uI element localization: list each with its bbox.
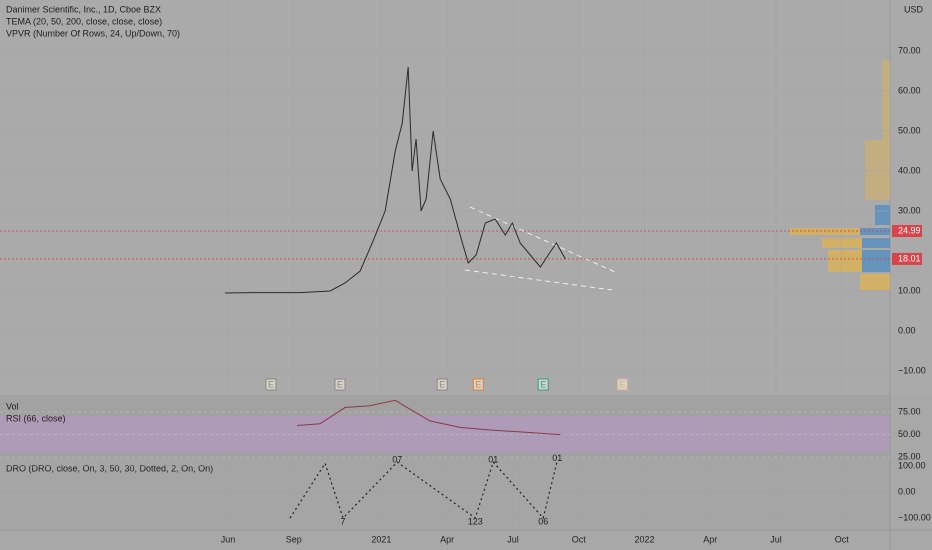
y-tick-label: −10.00 (898, 365, 926, 375)
volume-profile (790, 60, 890, 290)
x-tick-label: Oct (572, 534, 587, 544)
series-line (296, 399, 561, 436)
x-tick-label: Jun (221, 534, 236, 544)
point-label: 07 (392, 454, 402, 464)
series-line (224, 66, 566, 294)
y-tick-label: 0.00 (898, 486, 916, 496)
chart-title: Danimer Scientific, Inc., 1D, Cboe BZX (6, 4, 161, 14)
y-tick-label: 70.00 (898, 45, 921, 55)
x-tick-label: Sep (286, 534, 302, 544)
earnings-label: E (337, 379, 343, 389)
currency: USD (904, 4, 924, 14)
earnings-label: E (540, 379, 546, 389)
x-tick-label: Jul (770, 534, 782, 544)
earnings-marker (472, 378, 484, 391)
volume-label: Vol (6, 401, 19, 411)
y-tick-label: −100.00 (898, 512, 931, 522)
x-tick-label: 2022 (634, 534, 654, 544)
y-tick-label: 75.00 (898, 406, 921, 416)
y-tick-label: 100.00 (898, 460, 926, 470)
price-pane (0, 0, 932, 395)
y-tick-label: 50.00 (898, 429, 921, 439)
trendline (464, 269, 613, 291)
point-label: 7 (341, 516, 346, 526)
earnings-marker (436, 378, 448, 391)
y-tick-label: 50.00 (898, 125, 921, 135)
dro-title: DRO (DRO, close, On, 3, 50, 30, Dotted, … (6, 463, 213, 473)
point-label: 123 (468, 516, 483, 526)
earnings-label: E (439, 379, 445, 389)
earnings-marker (334, 378, 346, 391)
x-tick-label: Apr (703, 534, 717, 544)
y-tick-label: 30.00 (898, 205, 921, 215)
price-tag (892, 225, 922, 238)
point-label: 01 (488, 454, 498, 464)
earnings-label: E (619, 379, 625, 389)
point-label: 06 (538, 516, 548, 526)
indicator-label: VPVR (Number Of Rows, 24, Up/Down, 70) (6, 28, 180, 38)
point-label: 01 (552, 453, 562, 463)
y-tick-label: 40.00 (898, 165, 921, 175)
indicator-label: TEMA (20, 50, 200, close, close, close) (6, 16, 162, 26)
rsi-title: RSI (66, close) (6, 413, 66, 423)
price-tag-label: 24.99 (898, 225, 921, 235)
x-tick-label: Oct (835, 534, 850, 544)
earnings-marker (537, 378, 549, 391)
y-tick-label: 0.00 (898, 325, 916, 335)
earnings-label: E (268, 379, 274, 389)
price-tag-label: 18.01 (898, 253, 921, 263)
earnings-marker (616, 378, 628, 391)
y-tick-label: 25.00 (898, 451, 921, 461)
rsi-band (0, 416, 890, 452)
x-tick-label: Jul (507, 534, 519, 544)
price-tag (892, 252, 922, 265)
y-tick-label: 60.00 (898, 85, 921, 95)
y-tick-label: 10.00 (898, 285, 921, 295)
earnings-label: E (475, 379, 481, 389)
x-tick-label: 2021 (371, 534, 391, 544)
earnings-marker (265, 378, 277, 391)
x-tick-label: Apr (440, 534, 454, 544)
